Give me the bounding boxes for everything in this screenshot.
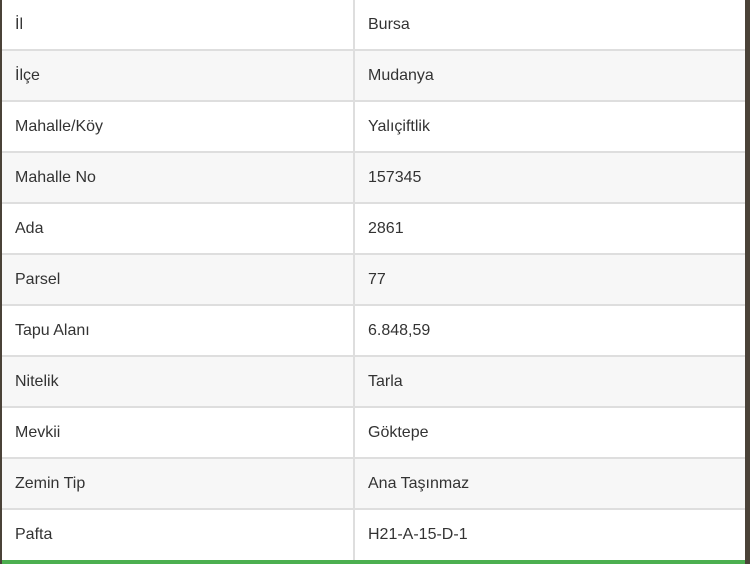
- row-label: Mahalle/Köy: [2, 101, 355, 153]
- row-value: Bursa: [354, 0, 745, 51]
- table-row: Mahalle No 157345: [2, 152, 745, 204]
- row-label: Mahalle No: [2, 152, 355, 204]
- row-value: 2861: [354, 203, 745, 255]
- row-value: Mudanya: [354, 50, 745, 102]
- row-label: Parsel: [2, 254, 355, 306]
- table-row: İlçe Mudanya: [2, 50, 745, 102]
- table-row: Parsel 77: [2, 254, 745, 306]
- row-value: 157345: [354, 152, 745, 204]
- table-row: İl Bursa: [2, 0, 745, 51]
- table-row: Tapu Alanı 6.848,59: [2, 305, 745, 357]
- table-row: Mahalle/Köy Yalıçiftlik: [2, 101, 745, 153]
- row-label: İlçe: [2, 50, 355, 102]
- row-label: Pafta: [2, 509, 355, 560]
- row-value: Tarla: [354, 356, 745, 408]
- table-row: Pafta H21-A-15-D-1: [2, 509, 745, 560]
- table-row: Ada 2861: [2, 203, 745, 255]
- table-row: Mevkii Göktepe: [2, 407, 745, 459]
- row-value: 77: [354, 254, 745, 306]
- row-value: Yalıçiftlik: [354, 101, 745, 153]
- row-value: Göktepe: [354, 407, 745, 459]
- row-label: Nitelik: [2, 356, 355, 408]
- accent-bar: [2, 560, 745, 564]
- row-label: Zemin Tip: [2, 458, 355, 510]
- row-value: Ana Taşınmaz: [354, 458, 745, 510]
- row-label: Ada: [2, 203, 355, 255]
- row-label: Mevkii: [2, 407, 355, 459]
- table-row: Nitelik Tarla: [2, 356, 745, 408]
- row-label: İl: [2, 0, 355, 51]
- table-row: Zemin Tip Ana Taşınmaz: [2, 458, 745, 510]
- row-label: Tapu Alanı: [2, 305, 355, 357]
- row-value: 6.848,59: [354, 305, 745, 357]
- row-value: H21-A-15-D-1: [368, 526, 468, 543]
